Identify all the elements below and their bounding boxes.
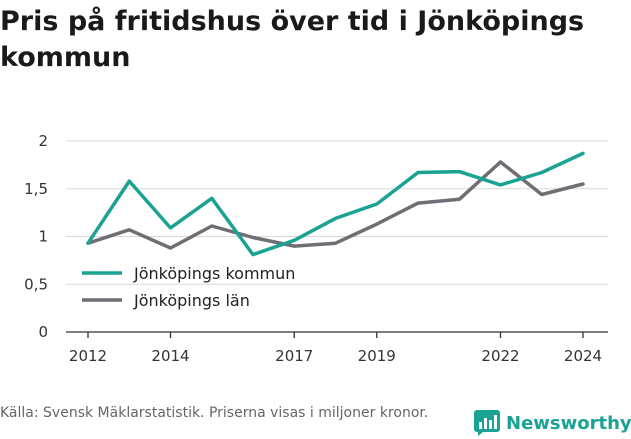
legend-label: Jönköpings kommun (133, 264, 295, 283)
x-tick-label: 2019 (358, 347, 396, 365)
newsworthy-logo-icon (474, 410, 500, 436)
x-axis: 2012 2014 2017 2019 2022 2024 (66, 331, 608, 365)
x-tick-label: 2017 (275, 347, 313, 365)
series-lines (86, 151, 585, 257)
y-axis-tick-labels: 0 0,5 1 1,5 2 (24, 132, 48, 341)
y-tick-label: 0,5 (24, 275, 48, 293)
x-tick-label: 2012 (69, 347, 107, 365)
legend: Jönköpings kommun Jönköpings län (82, 264, 295, 310)
series-line-2 (86, 160, 585, 250)
brand-name: Newsworthy (506, 412, 631, 434)
y-tick-label: 0 (38, 323, 48, 341)
y-tick-label: 1,5 (24, 180, 48, 198)
x-tick-label: 2024 (564, 347, 602, 365)
x-tick-label: 2022 (481, 347, 519, 365)
brand-logo[interactable]: Newsworthy (474, 408, 631, 438)
line-chart: 0 0,5 1 1,5 2 2012 2014 2017 2019 2022 2024 Jönkö… (24, 132, 608, 365)
legend-label: Jönköpings län (133, 291, 250, 310)
y-tick-label: 2 (38, 132, 48, 150)
gridlines (66, 140, 608, 285)
y-tick-label: 1 (38, 228, 48, 246)
source-note: Källa: Svensk Mäklarstatistik. Priserna … (0, 405, 429, 421)
chart-title: Pris på fritidshus över tid i Jönköpings… (0, 6, 585, 73)
x-tick-label: 2014 (151, 347, 189, 365)
series-line-1 (86, 151, 585, 257)
